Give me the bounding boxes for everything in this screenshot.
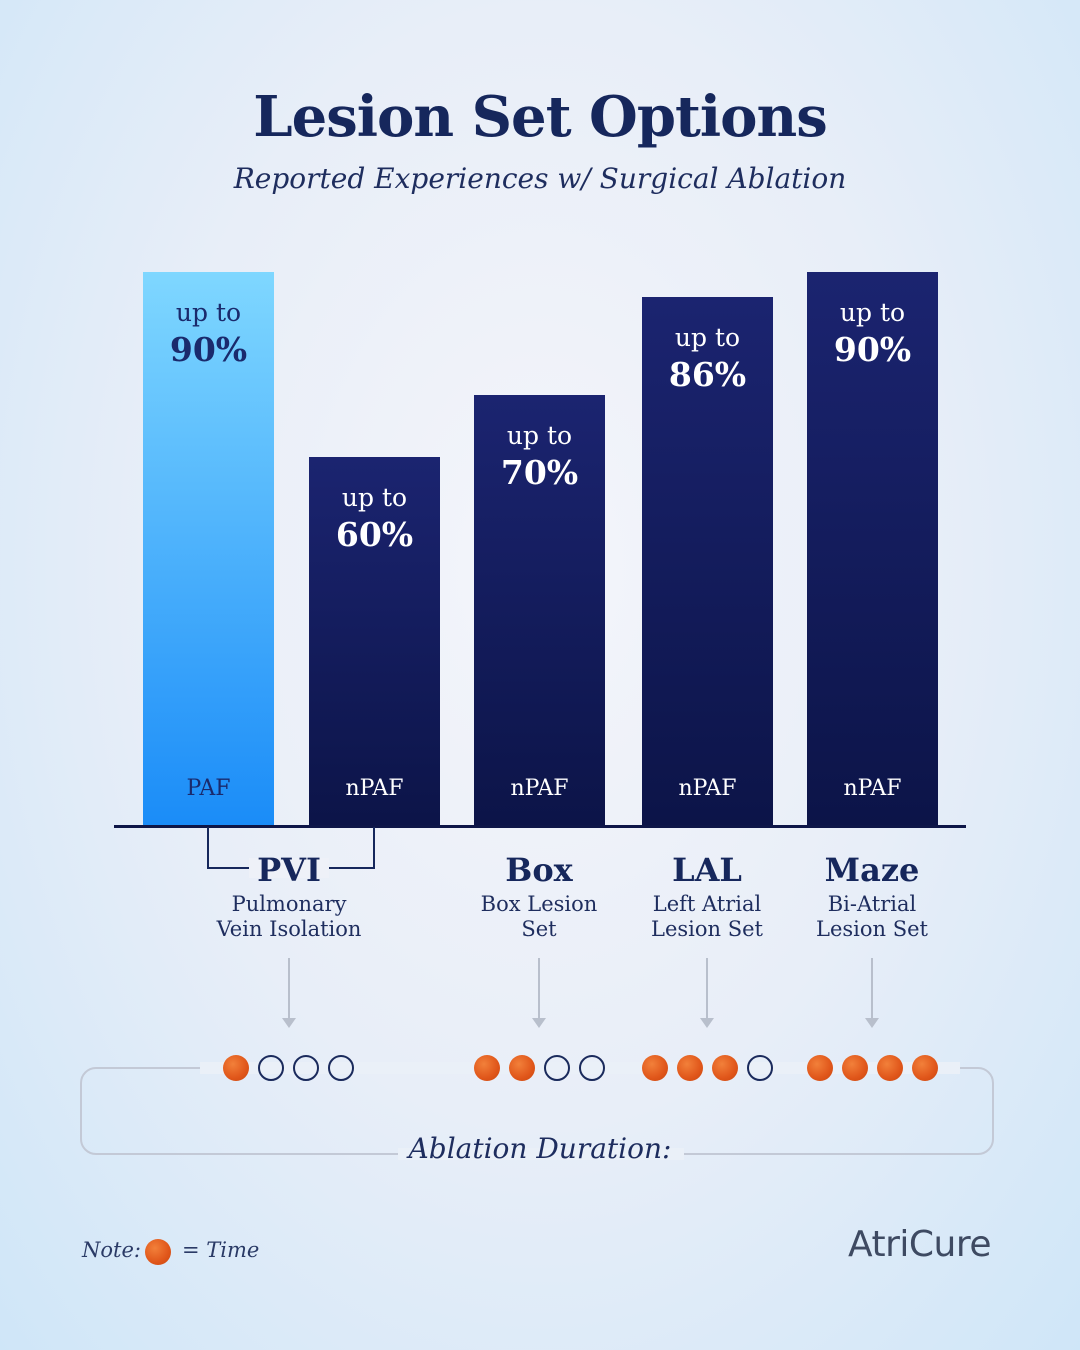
time-dot-empty-icon — [579, 1055, 605, 1081]
time-dot-filled-icon — [877, 1055, 903, 1081]
time-dot-empty-icon — [747, 1055, 773, 1081]
pvi-bracket-gap — [249, 858, 329, 878]
time-dot-filled-icon — [642, 1055, 668, 1081]
lesion-name: Box Lesion Set — [429, 892, 649, 942]
bar-category-label: PAF — [186, 776, 231, 801]
bar-category-label: nPAF — [678, 775, 737, 801]
bar-value-prefix: up to — [341, 482, 408, 512]
bar-value-label: 60% — [335, 514, 414, 554]
arrow-down-icon — [282, 958, 296, 1028]
bar-category-label: nPAF — [345, 775, 404, 801]
bar-value-label: 90% — [833, 330, 912, 369]
time-dot-icon — [145, 1239, 171, 1265]
lesion-name-line2: Vein Isolation — [216, 917, 362, 941]
bar-5: up to 90% nPAF — [807, 272, 938, 826]
lesion-name-line1: Box Lesion — [480, 892, 598, 916]
chart-subtitle: Reported Experiences w/ Surgical Ablatio… — [233, 162, 847, 195]
frame-bottom-gap — [398, 1148, 684, 1160]
lesion-name: Pulmonary Vein Isolation — [179, 892, 399, 942]
lesion-label-lal: LAL Left Atrial Lesion Set — [597, 850, 817, 942]
lesion-abbr: Maze — [824, 851, 920, 889]
duration-label: Ablation Duration: — [408, 1132, 672, 1165]
time-dot-empty-icon — [328, 1055, 354, 1081]
bar-3: up to 70% nPAF — [474, 395, 605, 826]
lesion-abbr: PVI — [257, 851, 321, 889]
arrow-down-icon — [532, 958, 546, 1028]
note-suffix: = Time — [182, 1238, 260, 1262]
time-dot-empty-icon — [258, 1055, 284, 1081]
bar-2: up to 60% nPAF — [309, 456, 440, 826]
time-dot-empty-icon — [293, 1055, 319, 1081]
bar-value-label: 90% — [169, 330, 248, 369]
bar-category-label: nPAF — [510, 775, 569, 801]
bar-value-prefix: up to — [839, 298, 906, 327]
time-dot-filled-icon — [509, 1055, 535, 1081]
bar-value-prefix: up to — [506, 421, 573, 451]
lesion-name-line2: Set — [521, 917, 557, 941]
lesion-name: Left Atrial Lesion Set — [597, 892, 817, 942]
time-dot-filled-icon — [712, 1055, 738, 1081]
x-axis-baseline — [114, 825, 966, 828]
atricure-logo: AtriCure — [848, 1224, 992, 1265]
time-dot-filled-icon — [842, 1055, 868, 1081]
arrow-down-icon — [865, 958, 879, 1028]
lesion-label-box: Box Box Lesion Set — [429, 850, 649, 942]
lesion-name: Bi-Atrial Lesion Set — [762, 892, 982, 942]
bar-value-prefix: up to — [674, 322, 741, 352]
bar-value-label: 86% — [668, 354, 747, 394]
time-dot-empty-icon — [544, 1055, 570, 1081]
bar-category-label: nPAF — [843, 776, 902, 801]
bar-1: up to 90% PAF — [143, 272, 274, 826]
time-dot-filled-icon — [223, 1055, 249, 1081]
lesion-abbr: Box — [505, 851, 573, 889]
lesion-name-line1: Left Atrial — [652, 892, 762, 916]
lesion-name-line2: Lesion Set — [816, 917, 928, 941]
note-prefix: Note: — [82, 1238, 141, 1262]
lesion-abbr: LAL — [672, 851, 742, 889]
time-dot-filled-icon — [807, 1055, 833, 1081]
bar-value-prefix: up to — [175, 298, 242, 327]
lesion-label-maze: Maze Bi-Atrial Lesion Set — [762, 850, 982, 942]
lesion-name-line1: Bi-Atrial — [827, 892, 917, 916]
arrow-down-icon — [700, 958, 714, 1028]
bar-4: up to 86% nPAF — [642, 296, 773, 826]
lesion-name-line2: Lesion Set — [651, 917, 763, 941]
time-dot-filled-icon — [474, 1055, 500, 1081]
lesion-name-line1: Pulmonary — [231, 892, 347, 916]
lesion-label-pvi: PVI Pulmonary Vein Isolation — [179, 850, 399, 942]
bar-value-label: 70% — [500, 453, 579, 493]
time-dot-filled-icon — [677, 1055, 703, 1081]
chart-title: Lesion Set Options — [253, 84, 827, 150]
time-dot-filled-icon — [912, 1055, 938, 1081]
